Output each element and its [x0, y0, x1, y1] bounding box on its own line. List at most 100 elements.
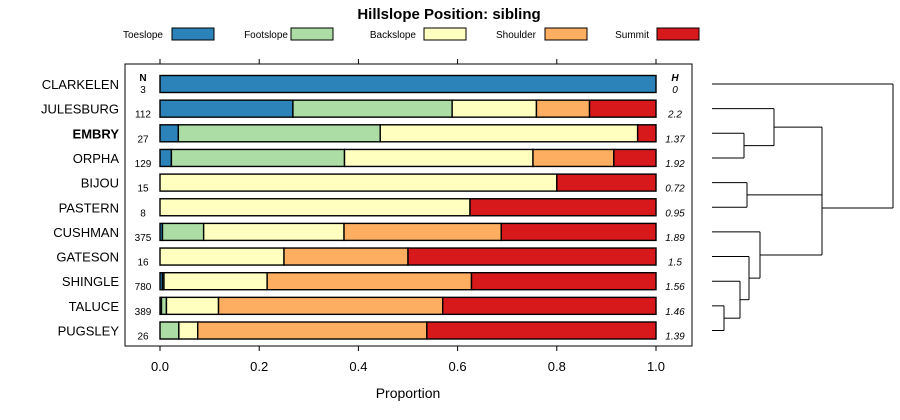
- bar-segment-shoulder: [266, 272, 473, 291]
- bar-segment-backslope: [165, 296, 220, 316]
- row-label: PUGSLEY: [58, 324, 120, 339]
- row-label: SHINGLE: [62, 274, 119, 289]
- bar-segment-shoulder: [283, 247, 409, 266]
- bar-segment-backslope: [202, 222, 345, 242]
- h-value: 0.72: [665, 184, 685, 195]
- row-label: CUSHMAN: [53, 225, 119, 240]
- row-label: TALUCE: [69, 299, 120, 314]
- bar-segment-shoulder: [343, 222, 502, 242]
- dendrogram: [712, 83, 894, 331]
- bar-segment-summit: [426, 321, 657, 340]
- n-value: 16: [137, 258, 149, 269]
- bar-segment-backslope: [163, 272, 268, 291]
- bar-segment-backslope: [343, 148, 534, 168]
- n-value: 112: [135, 110, 151, 121]
- legend-swatch-summit: [656, 27, 700, 41]
- bar-segment-footslope: [292, 99, 453, 118]
- x-tick-label: 0.6: [449, 359, 467, 374]
- row-cushman: CUSHMAN 375 1.89: [53, 222, 685, 244]
- row-label: PASTERN: [59, 200, 119, 215]
- bar-segment-backslope: [379, 124, 639, 143]
- bar-segment-shoulder: [535, 99, 591, 118]
- n-value: 26: [137, 332, 149, 343]
- x-tick-label: 0.0: [151, 359, 169, 374]
- n-value: 129: [135, 159, 152, 170]
- bar-segment-summit: [613, 148, 657, 168]
- row-julesburg: JULESBURG 112 2.2: [41, 99, 682, 121]
- x-tick-label: 0.4: [349, 359, 367, 374]
- legend-swatch-backslope: [423, 27, 467, 41]
- h-header: H: [671, 73, 679, 84]
- n-value: 780: [135, 282, 152, 293]
- legend-swatch-shoulder: [544, 27, 588, 41]
- n-value: 27: [137, 134, 149, 145]
- x-axis: 0.0 0.2 0.4 0.6 0.8 1.0: [151, 59, 665, 374]
- chart-title: Hillslope Position: sibling: [357, 6, 540, 23]
- row-shingle: SHINGLE 780 1.56: [62, 272, 685, 293]
- x-tick-label: 0.8: [548, 359, 566, 374]
- bar-segment-summit: [407, 247, 657, 266]
- bar-segment-toeslope: [159, 148, 173, 168]
- bar-segment-backslope: [159, 198, 471, 217]
- row-label: EMBRY: [73, 126, 120, 141]
- legend: Toeslope Footslope Backslope Shoulder Summit: [123, 27, 700, 41]
- bar-segment-toeslope: [159, 99, 294, 118]
- bar-segment-backslope: [451, 99, 538, 118]
- bar-segment-summit: [442, 296, 657, 316]
- n-value: 8: [140, 208, 146, 219]
- h-value: 1.39: [665, 332, 685, 343]
- bar-segment-shoulder: [196, 321, 428, 340]
- legend-swatch-footslope: [290, 27, 334, 41]
- n-value: 375: [135, 233, 152, 244]
- bar-segment-summit: [636, 124, 657, 143]
- row-taluce: TALUCE 389 1.46: [69, 296, 685, 318]
- bar-segment-summit: [469, 198, 657, 217]
- row-label: ORPHA: [73, 151, 120, 166]
- h-value: 1.56: [665, 282, 685, 293]
- bar-segment-summit: [556, 173, 657, 192]
- h-value: 2.2: [667, 110, 682, 121]
- x-axis-label: Proportion: [376, 385, 441, 401]
- bar-segment-shoulder: [532, 148, 615, 168]
- bar-segment-footslope: [159, 321, 180, 340]
- row-label: JULESBURG: [41, 102, 119, 117]
- n-header: N: [139, 73, 146, 84]
- row-pugsley: PUGSLEY 26 1.39: [58, 321, 685, 343]
- row-pastern: PASTERN 8 0.95: [59, 198, 685, 219]
- bar-segment-footslope: [170, 148, 346, 168]
- bar-segment-toeslope: [159, 74, 657, 94]
- bar-segment-summit: [470, 272, 657, 291]
- row-embry: EMBRY 27 1.37: [73, 124, 685, 145]
- bar-segment-summit: [500, 222, 657, 242]
- n-value: 15: [137, 184, 149, 195]
- row-orpha: ORPHA 129 1.92: [73, 148, 685, 170]
- h-value: 1.89: [665, 233, 685, 244]
- legend-swatch-toeslope: [171, 27, 215, 41]
- bar-segment-backslope: [178, 321, 199, 340]
- bar-segment-footslope: [177, 124, 381, 143]
- legend-label-footslope: Footslope: [244, 30, 288, 41]
- bar-segment-backslope: [159, 247, 285, 266]
- h-value: 1.5: [668, 258, 682, 269]
- row-clarkelen: CLARKELEN 3 0: [42, 74, 678, 96]
- bar-segment-toeslope: [159, 124, 180, 143]
- legend-label-toeslope: Toeslope: [123, 30, 163, 41]
- bar-segment-shoulder: [217, 296, 444, 316]
- h-value: 1.46: [665, 307, 685, 318]
- x-tick-label: 0.2: [250, 359, 268, 374]
- bar-segment-footslope: [161, 222, 205, 242]
- row-gateson: GATESON 16 1.5: [56, 247, 682, 269]
- h-value: 1.92: [665, 159, 685, 170]
- x-tick-label: 1.0: [647, 359, 665, 374]
- n-value: 389: [135, 307, 152, 318]
- legend-label-shoulder: Shoulder: [496, 30, 537, 41]
- bar-segment-backslope: [159, 173, 558, 192]
- row-label: BIJOU: [81, 176, 119, 191]
- bar-segment-summit: [588, 99, 657, 118]
- row-label: GATESON: [56, 250, 119, 265]
- plot-frame: [124, 63, 693, 347]
- legend-label-summit: Summit: [615, 30, 649, 41]
- h-value: 1.37: [665, 134, 685, 145]
- h-value: 0: [672, 85, 678, 96]
